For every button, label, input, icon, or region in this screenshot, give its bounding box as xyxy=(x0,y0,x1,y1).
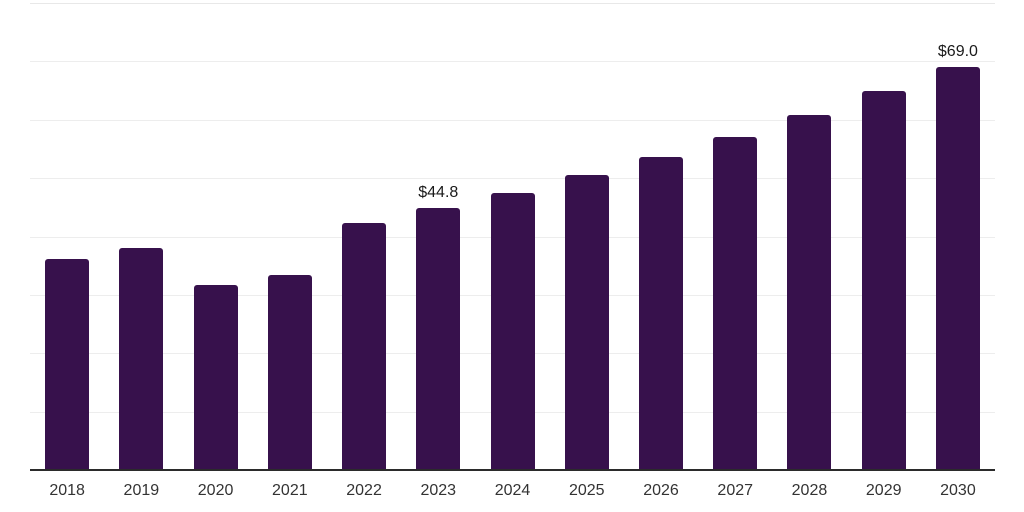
gridline-50 xyxy=(30,178,995,180)
bar-column-2029 xyxy=(847,3,921,470)
bar-column-2020 xyxy=(178,3,252,470)
bar-2020 xyxy=(193,284,238,470)
x-axis-line xyxy=(30,469,995,471)
x-tick-label-2022: 2022 xyxy=(346,482,382,499)
bar-column-2021 xyxy=(253,3,327,470)
bar-column-2026 xyxy=(624,3,698,470)
bar-2023 xyxy=(416,208,461,470)
bar-2028 xyxy=(787,115,832,470)
bar-column-2027 xyxy=(698,3,772,470)
bar-2030 xyxy=(935,67,980,470)
gridline-70 xyxy=(30,61,995,63)
bar-column-2028 xyxy=(772,3,846,470)
bar-column-2024 xyxy=(475,3,549,470)
x-tick-label-2024: 2024 xyxy=(494,482,531,499)
bar-value-label-2023: $44.8 xyxy=(418,184,459,202)
x-tick-label-2018: 2018 xyxy=(49,482,85,499)
x-tick-label-2029: 2029 xyxy=(865,482,902,499)
x-tick-label-2025: 2025 xyxy=(568,482,605,499)
bar-column-2018 xyxy=(30,3,104,470)
bar-column-2019 xyxy=(104,3,178,470)
x-tick-label-2019: 2019 xyxy=(123,482,160,499)
x-tick-label-2030: 2030 xyxy=(940,482,976,499)
bar-column-2030: $69.0 xyxy=(921,3,995,470)
x-axis-tick-labels: 2018 2019 2020 2021 2022 2023 2024 2025 2026 2027… xyxy=(30,474,995,508)
bar-2022 xyxy=(342,223,387,470)
bar-2024 xyxy=(490,192,535,470)
bar-2026 xyxy=(638,157,683,470)
bar-2027 xyxy=(713,136,758,470)
x-tick-label-2020: 2020 xyxy=(197,482,234,499)
x-tick-label-2027: 2027 xyxy=(717,482,754,499)
plot-area: $44.8 $69.0 xyxy=(30,3,995,471)
bar-2021 xyxy=(267,275,312,470)
bar-2018 xyxy=(45,258,90,470)
bar-column-2025 xyxy=(550,3,624,470)
bar-column-2022 xyxy=(327,3,401,470)
bar-value-label-2030: $69.0 xyxy=(937,43,978,61)
bar-2019 xyxy=(119,247,164,470)
x-tick-label-2026: 2026 xyxy=(643,482,679,499)
bar-column-2023: $44.8 xyxy=(401,3,475,470)
bar-2029 xyxy=(861,91,906,470)
bars-group: $44.8 $69.0 xyxy=(30,3,995,470)
gridline-80 xyxy=(30,3,995,4)
gridline-60 xyxy=(30,119,995,121)
bar-2025 xyxy=(564,175,609,470)
x-tick-label-2023: 2023 xyxy=(420,482,457,499)
x-tick-label-2028: 2028 xyxy=(791,482,828,499)
x-tick-label-2021: 2021 xyxy=(272,482,308,499)
